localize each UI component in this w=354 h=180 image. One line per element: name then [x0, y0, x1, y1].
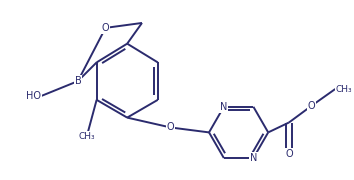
Text: N: N — [220, 102, 228, 112]
Text: N: N — [250, 153, 257, 163]
Text: O: O — [102, 23, 109, 33]
Text: CH₃: CH₃ — [79, 132, 95, 141]
Text: O: O — [167, 122, 175, 132]
Text: O: O — [285, 149, 293, 159]
Text: HO: HO — [27, 91, 41, 101]
Text: O: O — [308, 101, 315, 111]
Text: CH₃: CH₃ — [335, 85, 352, 94]
Text: B: B — [75, 76, 81, 86]
